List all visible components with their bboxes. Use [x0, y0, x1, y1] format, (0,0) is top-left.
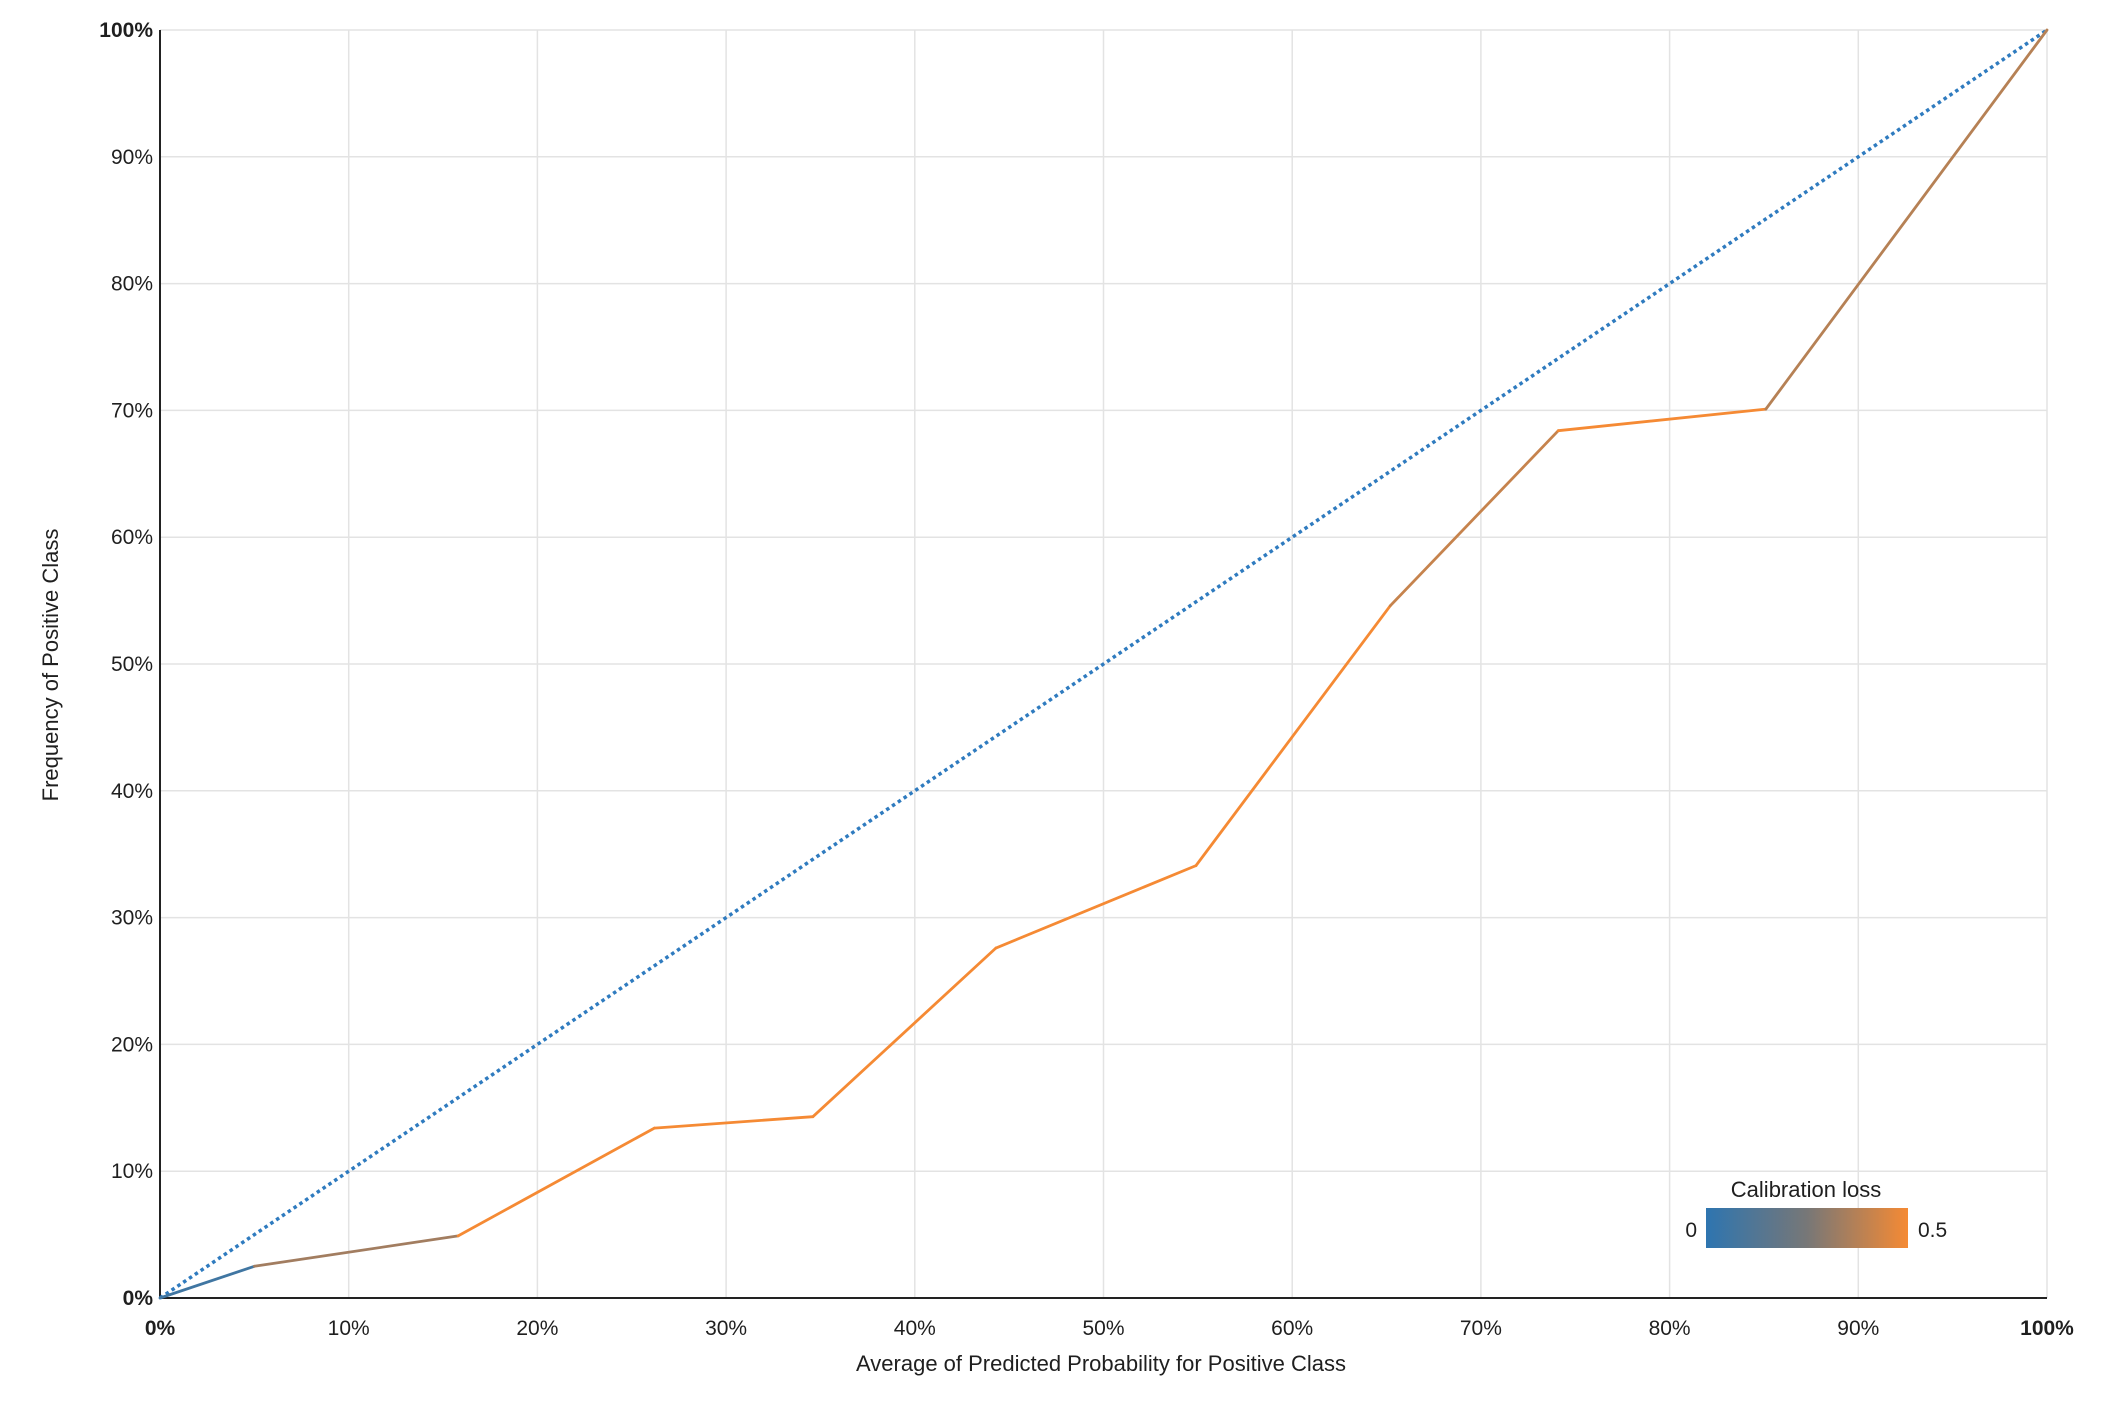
- legend-max-label: 0.5: [1918, 1219, 1947, 1242]
- x-axis-title: Average of Predicted Probability for Pos…: [856, 1351, 1346, 1376]
- x-tick-label: 0%: [145, 1317, 176, 1340]
- y-tick-label: 50%: [111, 653, 153, 676]
- calibration-curve-segment: [996, 866, 1196, 948]
- legend-min-label: 0: [1685, 1219, 1697, 1242]
- calibration-curve-segment: [654, 1117, 813, 1128]
- x-tick-label: 50%: [1082, 1317, 1124, 1340]
- y-tick-label: 70%: [111, 399, 153, 422]
- y-tick-label: 0%: [123, 1287, 154, 1310]
- calibration-curve-segment: [1390, 431, 1558, 606]
- calibration-curve-segment: [254, 1236, 458, 1266]
- calibration-curve-segment: [160, 1266, 254, 1298]
- legend-title: Calibration loss: [1731, 1177, 1881, 1202]
- calibration-curve-segment: [1558, 409, 1766, 431]
- legend-gradient-bar: [1706, 1208, 1908, 1248]
- x-tick-label: 90%: [1837, 1317, 1879, 1340]
- x-tick-label: 10%: [328, 1317, 370, 1340]
- calibration-curve-segment: [1196, 606, 1390, 866]
- x-tick-label: 60%: [1271, 1317, 1313, 1340]
- y-tick-label: 20%: [111, 1033, 153, 1056]
- x-tick-label: 70%: [1460, 1317, 1502, 1340]
- calibration-legend: Calibration loss 0 0.5: [1685, 1177, 1947, 1248]
- y-tick-label: 30%: [111, 907, 153, 930]
- x-tick-label: 20%: [516, 1317, 558, 1340]
- calibration-curve-segment: [1766, 30, 2047, 409]
- y-tick-label: 60%: [111, 526, 153, 549]
- x-tick-label: 100%: [2020, 1317, 2074, 1340]
- y-tick-label: 80%: [111, 273, 153, 296]
- y-tick-label: 10%: [111, 1160, 153, 1183]
- y-tick-label: 40%: [111, 780, 153, 803]
- x-tick-label: 30%: [705, 1317, 747, 1340]
- x-tick-label: 40%: [894, 1317, 936, 1340]
- tick-labels: 0% 10% 20% 30% 40% 50% 60% 70% 80% 90% 100% 0% 10% 20…: [99, 19, 2074, 1340]
- y-tick-label: 90%: [111, 146, 153, 169]
- calibration-curve-segment: [813, 948, 996, 1117]
- y-axis-title: Frequency of Positive Class: [38, 529, 63, 802]
- x-tick-label: 80%: [1649, 1317, 1691, 1340]
- calibration-curve-segment: [458, 1128, 654, 1236]
- y-tick-label: 100%: [99, 19, 153, 42]
